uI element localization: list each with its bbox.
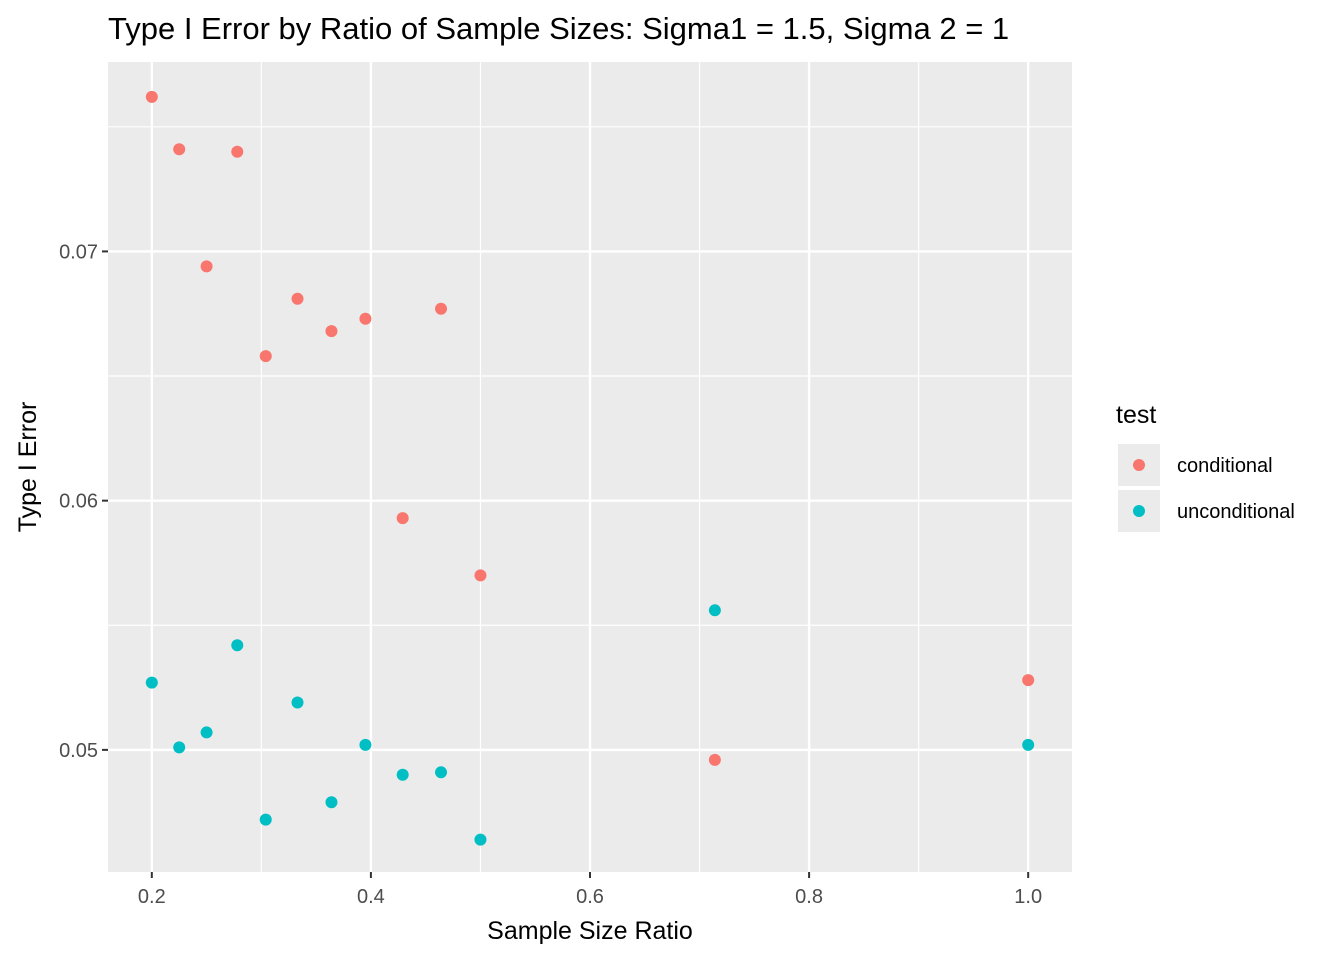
legend-label-unconditional: unconditional	[1177, 501, 1295, 523]
legend-swatch-unconditional	[1133, 505, 1145, 517]
point-unconditional	[325, 796, 338, 809]
chart-title: Type I Error by Ratio of Sample Sizes: S…	[108, 11, 1009, 46]
legend-swatch-conditional	[1133, 459, 1145, 471]
y-tick-label: 0.06	[59, 491, 98, 513]
x-tick-label: 0.2	[138, 886, 166, 908]
point-conditional	[173, 143, 186, 156]
legend-items: conditional unconditional	[1118, 444, 1295, 532]
y-tick-label: 0.05	[59, 740, 98, 762]
point-unconditional	[231, 639, 244, 652]
point-conditional	[231, 145, 244, 158]
point-unconditional	[259, 813, 272, 826]
x-axis: 0.2 0.4 0.6 0.8 1.0	[138, 872, 1042, 908]
point-conditional	[291, 292, 304, 305]
legend-title: test	[1116, 401, 1156, 429]
point-conditional	[396, 512, 409, 525]
major-gridlines	[108, 62, 1072, 872]
legend: test conditional unconditional	[1116, 401, 1295, 532]
x-tick-label: 0.6	[576, 886, 604, 908]
x-axis-title: Sample Size Ratio	[487, 917, 693, 945]
point-conditional	[1022, 674, 1035, 687]
point-unconditional	[708, 604, 721, 617]
point-unconditional	[396, 768, 409, 781]
y-tick-label: 0.07	[59, 241, 98, 263]
point-conditional	[474, 569, 487, 582]
point-unconditional	[1022, 738, 1035, 751]
x-tick-label: 0.4	[357, 886, 385, 908]
x-tick-label: 0.8	[795, 886, 823, 908]
point-unconditional	[291, 696, 304, 709]
x-tick-label: 1.0	[1014, 886, 1042, 908]
point-unconditional	[173, 741, 186, 754]
y-axis: 0.05 0.06 0.07	[59, 241, 108, 762]
point-unconditional	[145, 676, 158, 689]
point-conditional	[259, 350, 272, 363]
y-axis-title: Type I Error	[14, 402, 42, 533]
point-unconditional	[474, 833, 487, 846]
point-unconditional	[435, 766, 448, 779]
data-points	[145, 90, 1035, 846]
point-conditional	[200, 260, 213, 273]
legend-label-conditional: conditional	[1177, 455, 1273, 477]
point-conditional	[359, 312, 372, 325]
point-unconditional	[359, 738, 372, 751]
point-conditional	[708, 753, 721, 766]
point-conditional	[145, 90, 158, 103]
point-unconditional	[200, 726, 213, 739]
point-conditional	[435, 302, 448, 315]
point-conditional	[325, 325, 338, 338]
